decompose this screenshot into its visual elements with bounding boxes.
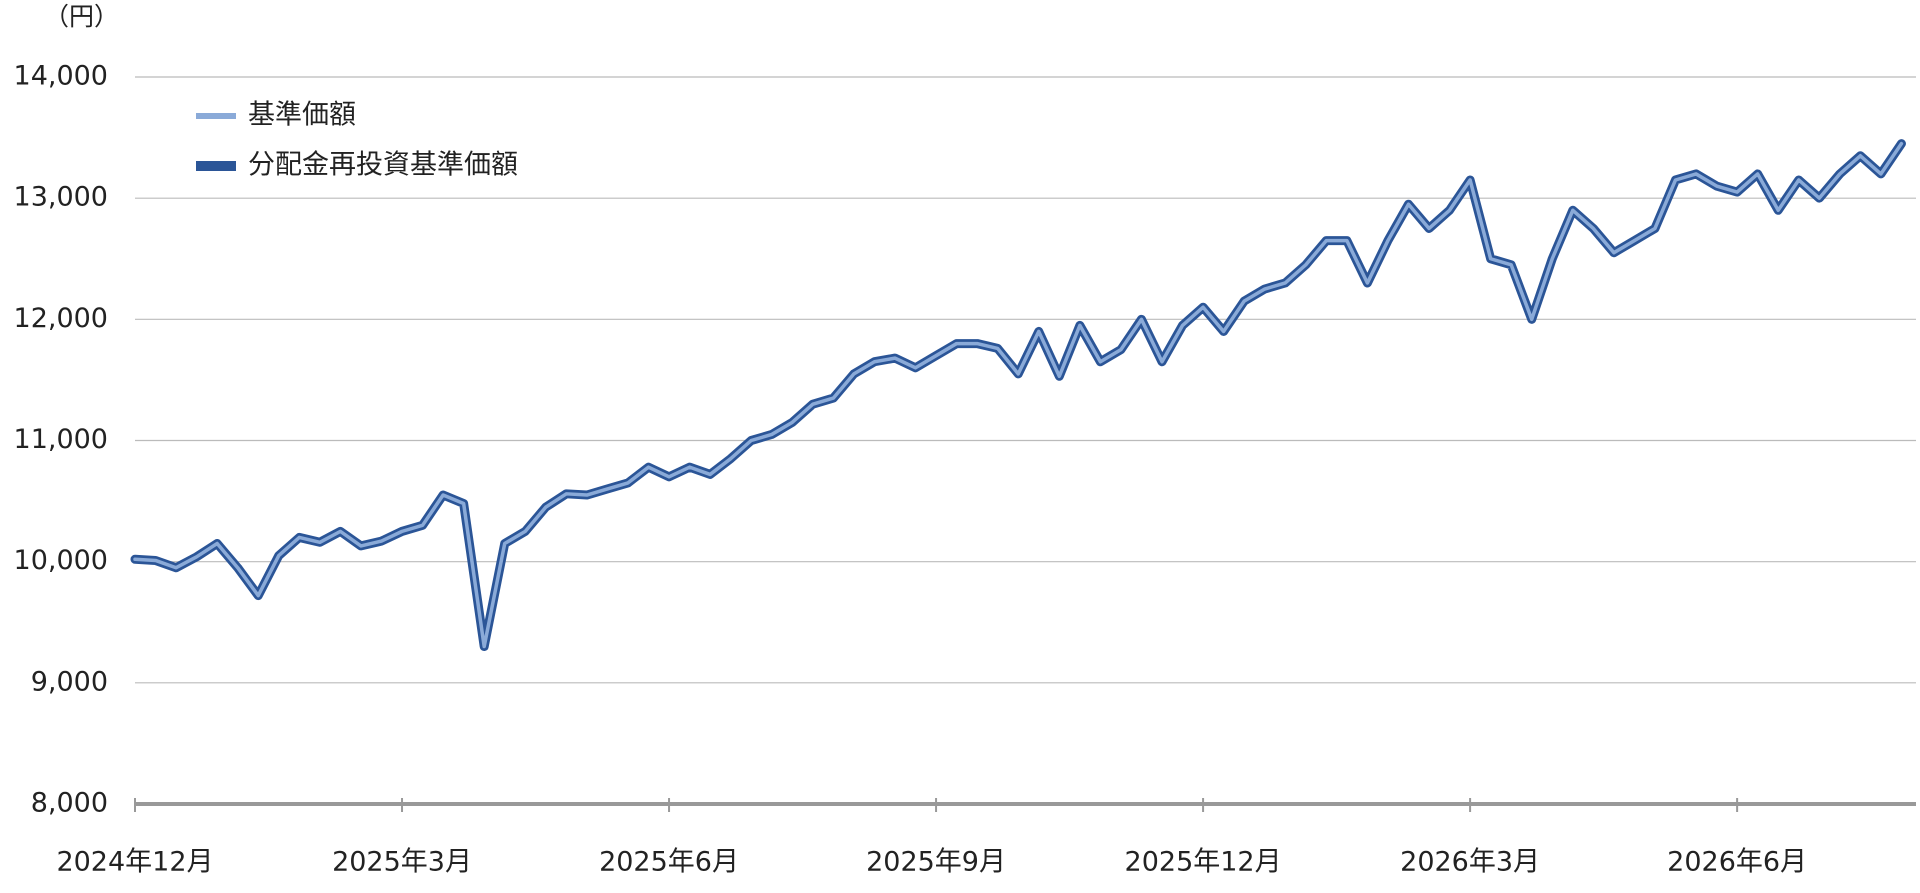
y-tick-label: 8,000 bbox=[31, 788, 108, 819]
y-tick-label: 9,000 bbox=[31, 666, 108, 697]
y-tick-label: 12,000 bbox=[14, 303, 108, 334]
series-line bbox=[133, 141, 1904, 649]
series-line bbox=[130, 139, 1906, 651]
x-tick-label: 2025年6月 bbox=[599, 847, 739, 878]
x-tick-label: 2024年12月 bbox=[56, 847, 213, 878]
legend-label: 基準価額 bbox=[248, 100, 356, 131]
legend-swatch bbox=[196, 113, 236, 119]
legend-swatch bbox=[196, 161, 236, 171]
x-tick-label: 2025年3月 bbox=[332, 847, 472, 878]
y-tick-label: 10,000 bbox=[14, 545, 108, 576]
x-tick-label: 2025年12月 bbox=[1125, 847, 1282, 878]
legend-label: 分配金再投資基準価額 bbox=[248, 150, 518, 181]
y-tick-label: 14,000 bbox=[14, 61, 108, 92]
x-tick-label: 2026年3月 bbox=[1400, 847, 1540, 878]
y-tick-label: 11,000 bbox=[14, 424, 108, 455]
x-tick-label: 2025年9月 bbox=[866, 847, 1006, 878]
y-tick-label: 13,000 bbox=[14, 182, 108, 213]
y-axis-label: （円） bbox=[44, 2, 119, 31]
x-tick-label: 2026年6月 bbox=[1667, 847, 1807, 878]
